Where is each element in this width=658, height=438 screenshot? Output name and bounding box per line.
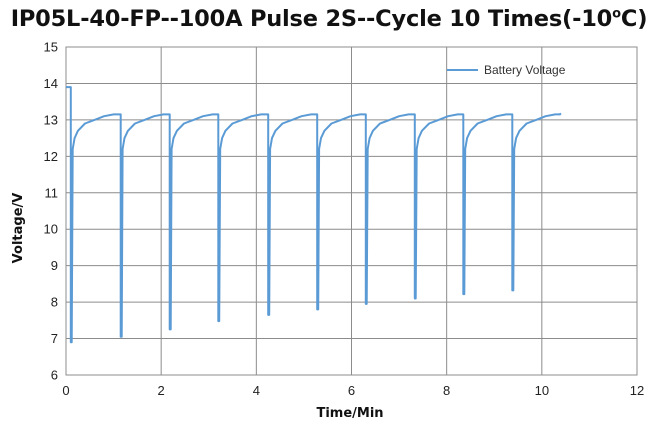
grid-lines (65, 46, 638, 376)
y-tick-label: 10 (44, 222, 58, 237)
x-tick-label: 6 (348, 383, 355, 398)
y-tick-label: 12 (44, 149, 58, 164)
y-tick-label: 9 (51, 258, 58, 273)
legend: Battery Voltage (447, 63, 566, 77)
x-tick-label: 2 (158, 383, 165, 398)
plot-area-border (65, 46, 638, 376)
y-tick-label: 13 (44, 112, 58, 127)
chart-title: IP05L-40-FP--100A Pulse 2S--Cycle 10 Tim… (10, 6, 648, 32)
y-tick-label: 8 (51, 295, 58, 310)
y-tick-label: 6 (51, 368, 58, 383)
y-axis-title: Voltage/V (11, 193, 26, 264)
x-tick-labels: 0 2 4 6 8 10 12 (62, 383, 644, 398)
x-tick-label: 12 (630, 383, 644, 398)
y-tick-label: 7 (51, 331, 58, 346)
y-tick-label: 14 (44, 76, 58, 91)
legend-label: Battery Voltage (484, 63, 566, 77)
y-tick-labels: 6 7 8 9 10 11 12 13 14 15 (44, 40, 58, 383)
x-tick-label: 0 (62, 383, 69, 398)
x-tick-label: 4 (253, 383, 260, 398)
battery-voltage-line (66, 86, 562, 344)
x-axis-title: Time/Min (316, 406, 383, 421)
y-tick-label: 11 (45, 185, 59, 200)
x-tick-label: 8 (443, 383, 450, 398)
y-tick-label: 15 (44, 40, 58, 55)
x-tick-label: 10 (535, 383, 549, 398)
